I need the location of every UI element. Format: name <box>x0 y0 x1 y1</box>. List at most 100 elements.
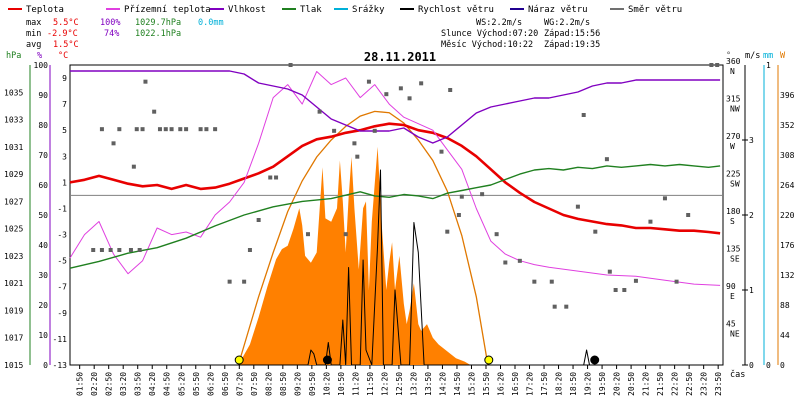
wind-direction-point <box>256 218 261 222</box>
wind-direction-point <box>108 248 113 252</box>
temperature-tick-label: -9 <box>57 309 67 318</box>
wind-direction-name: W <box>730 142 735 151</box>
sun-icon <box>484 355 494 365</box>
pressure-axis-label: hPa <box>6 51 21 61</box>
rain-tick-label: 1 <box>766 61 771 70</box>
temperature-tick-label: 1 <box>62 178 67 187</box>
x-tick-label: 18:50 <box>569 372 578 396</box>
x-tick-label: 08:20 <box>264 372 273 396</box>
series-line-tlak <box>69 163 721 269</box>
sun-icon <box>234 355 244 365</box>
legend-item-srazky: Srážky <box>334 5 385 15</box>
wind-direction-tick-label: 45 <box>726 320 736 329</box>
wind-direction-point <box>247 248 252 252</box>
wind-direction-point <box>140 127 145 132</box>
legend-label-prizemni-teplota: Přízemní teplota <box>124 5 211 15</box>
temperature-tick-label: 7 <box>62 100 67 109</box>
wind-direction-point <box>622 288 627 292</box>
wind-direction-point <box>227 279 232 284</box>
wind-direction-point <box>607 269 612 274</box>
wind-direction-point <box>549 279 554 284</box>
wind-direction-point <box>448 88 453 92</box>
x-tick-label: 04:50 <box>163 372 172 396</box>
stats-min-hum: 74% <box>104 29 119 39</box>
wind-direction-name: SW <box>730 180 740 189</box>
wind-direction-point <box>480 192 485 197</box>
pressure-tick-label: 1019 <box>4 306 23 315</box>
wind-direction-point <box>204 127 209 132</box>
info-wg: WG:2.2m/s <box>544 18 590 28</box>
wind-direction-point <box>419 81 424 86</box>
wind-direction-point <box>352 141 357 146</box>
wind-direction-point <box>384 92 389 97</box>
pressure-tick-label: 1033 <box>4 116 23 125</box>
info-ws: WS:2.2m/s <box>476 18 522 28</box>
pressure-tick-label: 1023 <box>4 252 23 261</box>
wind-direction-point <box>117 248 122 252</box>
x-tick-label: 03:20 <box>119 372 128 396</box>
legend-label-vlhkost: Vlhkost <box>228 5 266 15</box>
stats-min-temp: -2.9°C <box>47 29 78 39</box>
x-tick-label: 23:20 <box>700 372 709 396</box>
wind-direction-name: SE <box>730 255 740 264</box>
series-line-p-zemn-teplota <box>69 71 721 286</box>
temperature-tick-label: -1 <box>57 204 67 213</box>
wind-direction-point <box>99 127 104 132</box>
series-line-vlhkost <box>70 70 721 144</box>
legend-item-smer-vetru: Směr větru <box>610 5 682 15</box>
stats-max-temp: 5.5°C <box>53 18 79 28</box>
stats-max-label: max <box>26 18 41 28</box>
wind-direction-point <box>332 128 337 133</box>
info-sunset: Západ:15:56 <box>544 29 600 39</box>
wind-direction-point <box>613 288 618 292</box>
wind-speed-tick-label: 3 <box>749 136 754 145</box>
pressure-tick-label: 1021 <box>4 279 23 288</box>
temperature-tick-label: -5 <box>57 257 67 266</box>
humidity-tick-label: 10 <box>38 331 48 340</box>
wind-direction-point <box>198 127 203 132</box>
stats-min-press: 1022.1hPa <box>135 29 181 39</box>
wind-direction-point <box>91 248 96 252</box>
x-tick-label: 14:20 <box>439 372 448 396</box>
wind-direction-point <box>157 127 162 132</box>
info-block: WS:2.2m/s WG:2.2m/s Slunce Východ:07:20 … <box>441 18 600 50</box>
x-tick-label: 17:20 <box>526 372 535 396</box>
legend-label-srazky: Srážky <box>352 5 385 15</box>
x-tick-label: 04:20 <box>148 372 157 396</box>
wind-direction-point <box>407 96 412 101</box>
wind-direction-point <box>213 127 218 132</box>
wind-direction-axis-label: ° <box>726 51 731 61</box>
humidity-axis-label: % <box>37 51 42 61</box>
x-tick-label: 21:50 <box>656 372 665 396</box>
stats-avg-temp: 1.5°C <box>53 40 79 50</box>
solar-tick-label: 88 <box>780 301 790 310</box>
x-tick-label: 19:20 <box>584 372 593 396</box>
wind-direction-point <box>355 154 360 159</box>
wind-direction-point <box>134 127 139 132</box>
legend-label-smer-vetru: Směr větru <box>628 5 682 15</box>
plot-layer <box>69 63 721 366</box>
stats-avg-label: avg <box>26 40 41 50</box>
stats-block: max 5.5°C 100% 1029.7hPa 0.0mm min -2.9°… <box>26 18 224 50</box>
stats-max-press: 1029.7hPa <box>135 18 181 28</box>
wind-direction-point <box>117 127 122 132</box>
moon-icon <box>590 355 600 365</box>
humidity-tick-label: 100 <box>34 61 49 70</box>
wind-direction-point <box>398 86 403 91</box>
solar-radiation-area <box>238 146 471 365</box>
legend-item-naraz-vetru: Náraz větru <box>510 5 588 15</box>
wind-direction-point <box>633 278 638 283</box>
wind-direction-point <box>674 279 679 284</box>
solar-tick-label: 44 <box>780 331 790 340</box>
legend-label-rychlost-vetru: Rychlost větru <box>418 5 494 15</box>
x-tick-label: 11:50 <box>366 372 375 396</box>
wind-direction-point <box>715 63 720 67</box>
solar-max-curve <box>237 110 489 366</box>
wind-direction-point <box>532 279 537 284</box>
x-tick-label: 02:50 <box>105 372 114 396</box>
info-sunrise: Slunce Východ:07:20 <box>441 29 538 39</box>
x-tick-label: 09:20 <box>293 372 302 396</box>
x-tick-label: 20:50 <box>627 372 636 396</box>
wind-direction-point <box>178 127 183 132</box>
solar-tick-label: 176 <box>780 241 795 250</box>
